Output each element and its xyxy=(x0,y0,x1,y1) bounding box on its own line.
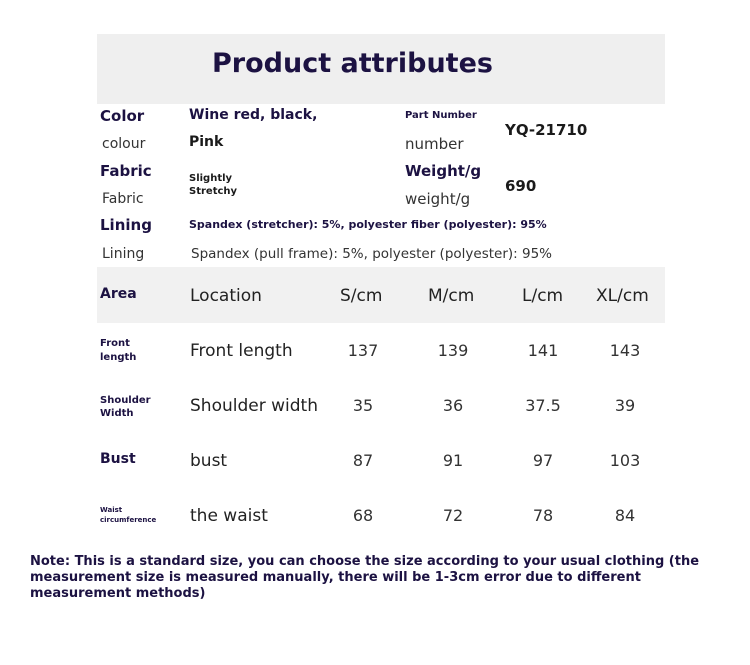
fabric-value-line-1: Slightly xyxy=(189,173,233,184)
weight-label: Weight/g xyxy=(405,162,482,180)
weight-value: 690 xyxy=(505,177,537,195)
header-m: M/cm xyxy=(428,286,475,306)
cell-s: 87 xyxy=(352,451,374,470)
header-area: Area xyxy=(100,286,137,302)
header-location: Location xyxy=(190,286,262,306)
fabric-label: Fabric xyxy=(100,162,152,180)
cell-xl: 39 xyxy=(614,396,636,415)
lining-label-2: Lining xyxy=(102,246,145,262)
color-label: Color xyxy=(100,107,145,125)
cell-s: 137 xyxy=(347,341,379,360)
color-value-line-1: Wine red, black, xyxy=(189,107,318,123)
color-value-line-2: Pink xyxy=(189,134,224,150)
row-area-line-2: Width xyxy=(100,408,134,419)
colour-label: colour xyxy=(102,136,146,152)
row-location: Front length xyxy=(190,341,293,361)
cell-xl: 143 xyxy=(609,341,641,360)
size-note: Note: This is a standard size, you can c… xyxy=(30,554,700,601)
cell-m: 36 xyxy=(442,396,464,415)
title-band xyxy=(97,34,665,104)
fabric-label-2: Fabric xyxy=(102,191,144,207)
row-area-line-1: Bust xyxy=(100,451,136,467)
row-area-line-1: Front xyxy=(100,338,130,349)
cell-xl: 84 xyxy=(614,506,636,525)
row-area-line-1: Shoulder xyxy=(100,395,151,406)
cell-s: 35 xyxy=(352,396,374,415)
cell-l: 97 xyxy=(532,451,554,470)
row-location: Shoulder width xyxy=(190,396,318,416)
row-location: bust xyxy=(190,451,228,471)
header-s: S/cm xyxy=(340,286,383,306)
weight-label-2: weight/g xyxy=(405,190,471,208)
page-title: Product attributes xyxy=(212,48,493,79)
lining-value-line-1: Spandex (stretcher): 5%, polyester fiber… xyxy=(189,218,547,231)
part-number-label: Part Number xyxy=(405,110,477,121)
cell-m: 139 xyxy=(437,341,469,360)
lining-value-line-2: Spandex (pull frame): 5%, polyester (pol… xyxy=(191,246,552,262)
header-l: L/cm xyxy=(522,286,564,306)
cell-xl: 103 xyxy=(609,451,641,470)
lining-label: Lining xyxy=(100,216,152,234)
cell-l: 141 xyxy=(527,341,559,360)
fabric-value-line-2: Stretchy xyxy=(189,186,238,197)
row-area-line-1: Waist xyxy=(100,506,123,514)
cell-m: 72 xyxy=(442,506,464,525)
header-xl: XL/cm xyxy=(596,286,649,306)
part-number-value: YQ-21710 xyxy=(505,121,588,139)
cell-l: 37.5 xyxy=(525,396,561,415)
cell-l: 78 xyxy=(532,506,554,525)
cell-m: 91 xyxy=(442,451,464,470)
row-area-line-2: length xyxy=(100,352,137,363)
row-area-line-2: circumference xyxy=(100,516,157,524)
size-table-header-band xyxy=(97,267,665,323)
number-label: number xyxy=(405,135,464,153)
cell-s: 68 xyxy=(352,506,374,525)
row-location: the waist xyxy=(190,506,268,526)
